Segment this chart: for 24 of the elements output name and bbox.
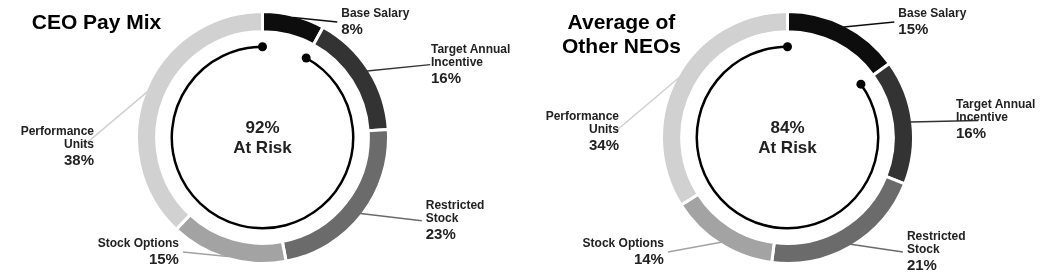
slice-label: Stock Options	[581, 235, 664, 250]
data-label: 16%	[956, 124, 988, 143]
slice-label: Restricted Stock	[425, 197, 486, 225]
data-label: 38%	[62, 151, 94, 170]
slice-label: Target Annual Incentive	[956, 97, 1037, 125]
data-label: 15%	[898, 19, 930, 38]
text: Average of Other NEOs	[561, 10, 682, 58]
data-label: 21%	[906, 256, 938, 274]
slice-label: Base Salary	[898, 5, 968, 20]
data-label: 8%	[341, 19, 364, 38]
slice-label: Performance Units	[544, 108, 619, 136]
slice-label: Base Salary	[341, 5, 411, 20]
slice-label: Target Annual Incentive	[431, 41, 512, 69]
chart-title: CEO Pay Mix	[31, 10, 162, 34]
data-label: 15%	[148, 249, 179, 268]
text: 92% At Risk	[232, 117, 293, 158]
slice-label: Restricted Stock	[906, 229, 967, 256]
data-label: 34%	[587, 135, 619, 154]
data-label: 14%	[633, 249, 664, 268]
slice-label: Performance Units	[19, 124, 94, 152]
slice-label: Stock Options	[96, 235, 179, 250]
data-label: 23%	[425, 224, 457, 243]
data-label: 16%	[431, 68, 463, 87]
text: 84% At Risk	[757, 117, 818, 158]
